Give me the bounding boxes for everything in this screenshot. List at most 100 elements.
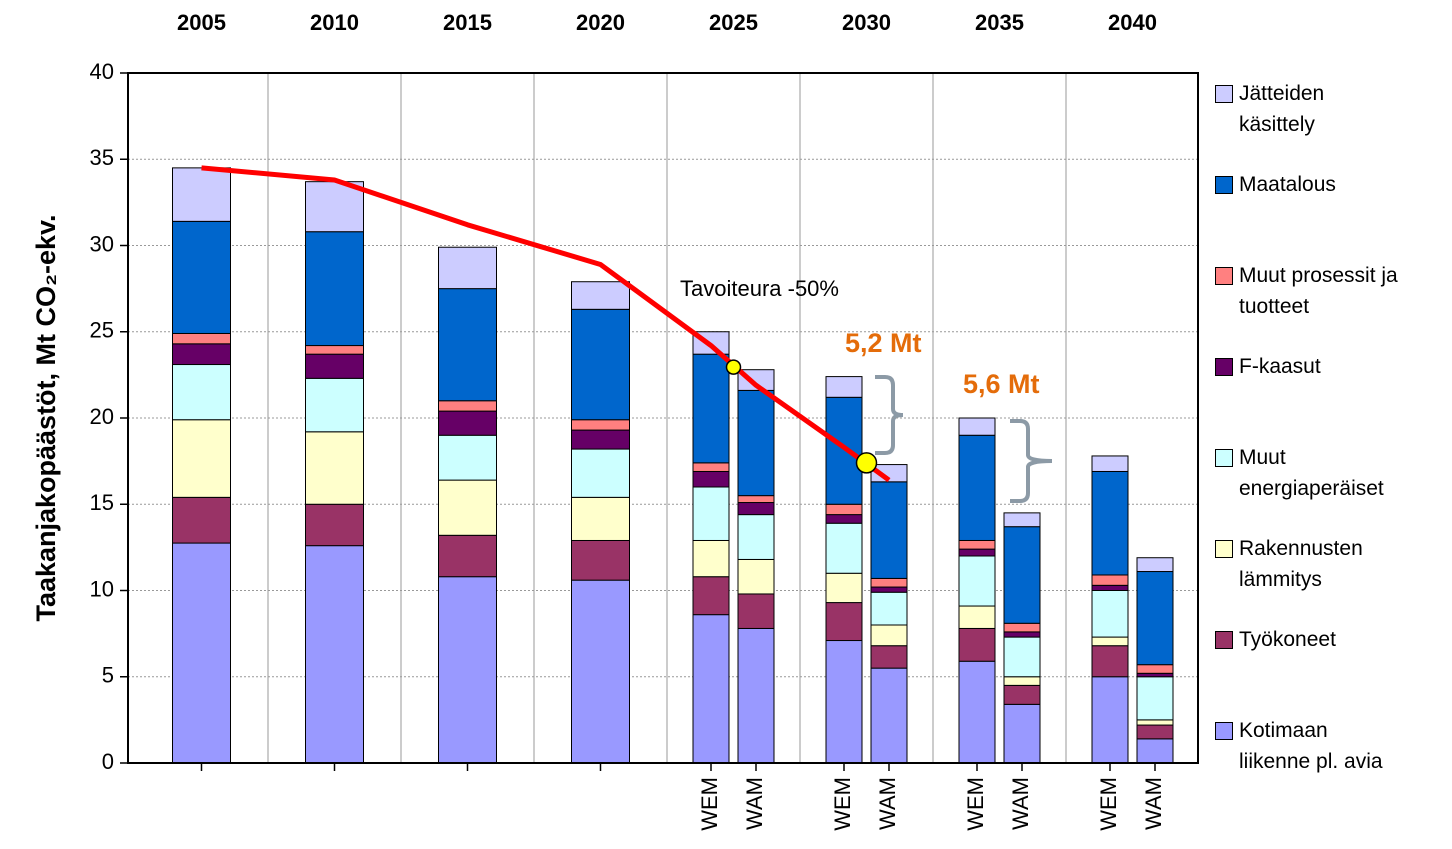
plot-frame [127, 72, 1199, 764]
bar-segment [305, 503, 364, 547]
legend-item: Jätteiden käsittely [1215, 78, 1401, 140]
bar-segment [825, 514, 863, 524]
bar-segment [305, 181, 364, 233]
group-label: 2025 [709, 10, 758, 35]
bar-segment [692, 539, 730, 578]
y-tick-label: 0 [102, 749, 114, 774]
group-label: 2010 [310, 10, 359, 35]
target-line [201, 165, 891, 483]
legend-swatch [1215, 631, 1233, 649]
bar-segment [571, 539, 630, 581]
bar-segment [1136, 738, 1174, 764]
bar-segment [1003, 676, 1041, 686]
bar-segment [172, 419, 231, 498]
legend-swatch [1215, 722, 1233, 740]
x-tick-label: WAM [1141, 777, 1166, 830]
y-tick-label: 10 [90, 576, 114, 601]
legend-swatch [1215, 85, 1233, 103]
bar-segment [1136, 664, 1174, 674]
y-tick-label: 30 [90, 231, 114, 256]
bar-segment [172, 542, 231, 764]
bar-segment [825, 640, 863, 764]
y-tick-label: 35 [90, 145, 114, 170]
annotation: 5,6 Mt [963, 369, 1040, 399]
legend-label: Maatalous [1239, 173, 1336, 196]
bar-segment [958, 417, 996, 436]
bar-segment [571, 579, 630, 764]
bar-segment [958, 660, 996, 764]
bar-segment [692, 353, 730, 464]
legend-label: Työkoneet [1239, 628, 1336, 651]
bar-segment [737, 495, 775, 504]
legend-item: Muut energiaperäiset [1215, 442, 1401, 504]
bar-segment [692, 576, 730, 616]
bar-segment [571, 496, 630, 541]
bar-segment [571, 281, 630, 310]
legend-label: Rakennusten lämmitys [1239, 537, 1363, 591]
group-label: 2005 [177, 10, 226, 35]
target-label: Tavoiteura -50% [680, 276, 839, 301]
bar-segment [172, 167, 231, 222]
bar-segment [1136, 676, 1174, 721]
x-tick-label: WAM [875, 777, 900, 830]
bar-segment [438, 534, 497, 578]
brace [1010, 419, 1053, 503]
bar-segment [1091, 574, 1129, 586]
group-label: 2015 [443, 10, 492, 35]
bar-segment [305, 345, 364, 355]
bar-segment [958, 548, 996, 557]
bar-segment [958, 434, 996, 541]
bar-segment [870, 591, 908, 626]
bar-segment [438, 434, 497, 481]
target-point [855, 452, 878, 474]
y-tick-label: 20 [90, 404, 114, 429]
y-tick-label: 15 [90, 490, 114, 515]
legend-swatch [1215, 358, 1233, 376]
bar-segment [870, 464, 908, 483]
bar-segment [870, 667, 908, 764]
bar-segment [305, 545, 364, 764]
x-tick-label: WAM [1008, 777, 1033, 830]
group-label: 2030 [842, 10, 891, 35]
group-label: 2035 [975, 10, 1024, 35]
legend-item: Muut prosessit ja tuotteet [1215, 260, 1401, 322]
bar-segment [571, 419, 630, 431]
bar-segment [692, 614, 730, 764]
bar-segment [825, 503, 863, 516]
legend-swatch [1215, 176, 1233, 194]
bar-segment [870, 645, 908, 669]
bar-segment [1091, 470, 1129, 576]
bar-segment [438, 576, 497, 764]
y-axis-label: Taakanjakopäästöt, Mt CO₂-ekv. [31, 214, 61, 621]
bar-segment [1003, 526, 1041, 624]
legend-label: Jätteiden käsittely [1239, 82, 1325, 136]
bar-segment [958, 605, 996, 629]
group-label: 2020 [576, 10, 625, 35]
bar-segment [1091, 455, 1129, 472]
bar-segment [438, 479, 497, 536]
y-tick-label: 25 [90, 318, 114, 343]
annotation: 5,2 Mt [845, 328, 922, 358]
bar-segment [825, 572, 863, 604]
bar-segment [438, 400, 497, 412]
bar-segment [1136, 724, 1174, 740]
y-tick-label: 40 [90, 59, 114, 84]
bar-segment [438, 246, 497, 290]
bar-segment [737, 593, 775, 629]
bar-segment [1003, 684, 1041, 705]
bar-segment [1091, 676, 1129, 764]
bar-segment [825, 396, 863, 505]
bar-segment [305, 377, 364, 433]
bar-segment [737, 514, 775, 560]
bar-segment [1003, 703, 1041, 764]
bar-segment [1003, 631, 1041, 638]
bar-segment [172, 332, 231, 345]
bar-segment [438, 410, 497, 436]
bar-segment [1136, 719, 1174, 726]
bar-segment [958, 627, 996, 662]
bar-segment [825, 376, 863, 398]
bar-segment [958, 555, 996, 607]
bar-segment [438, 288, 497, 402]
bar-segment [1003, 636, 1041, 678]
brace [875, 375, 904, 455]
